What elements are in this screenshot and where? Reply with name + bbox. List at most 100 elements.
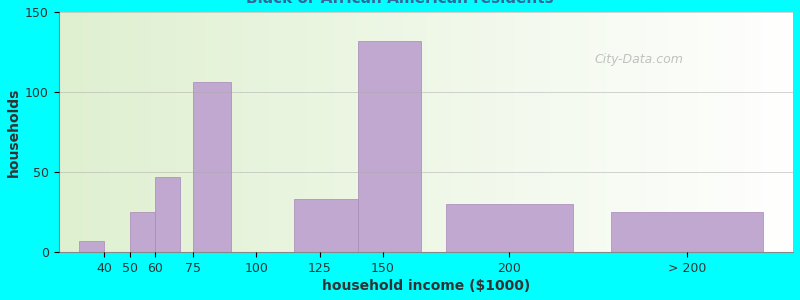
Bar xyxy=(342,12,345,252)
X-axis label: household income ($1000): household income ($1000) xyxy=(322,279,530,293)
Bar xyxy=(305,12,308,252)
Bar xyxy=(690,12,694,252)
Bar xyxy=(358,41,421,252)
Bar xyxy=(488,12,492,252)
Bar xyxy=(246,12,250,252)
Bar xyxy=(268,12,272,252)
Bar xyxy=(294,199,358,252)
Bar xyxy=(606,12,610,252)
Bar xyxy=(345,12,349,252)
Bar xyxy=(334,12,338,252)
Bar xyxy=(459,12,462,252)
Bar xyxy=(220,12,224,252)
Bar xyxy=(411,12,415,252)
Bar xyxy=(235,12,238,252)
Bar xyxy=(272,12,275,252)
Bar xyxy=(261,12,264,252)
Bar xyxy=(716,12,720,252)
Bar xyxy=(102,12,106,252)
Bar xyxy=(400,12,404,252)
Bar xyxy=(397,12,400,252)
Bar xyxy=(210,12,213,252)
Bar xyxy=(356,12,360,252)
Bar xyxy=(679,12,683,252)
Bar xyxy=(529,12,532,252)
Bar xyxy=(176,12,180,252)
Bar xyxy=(130,212,155,252)
Bar xyxy=(492,12,496,252)
Bar xyxy=(470,12,474,252)
Bar xyxy=(550,12,554,252)
Bar xyxy=(154,12,158,252)
Bar xyxy=(81,12,85,252)
Bar xyxy=(353,12,356,252)
Bar xyxy=(132,12,136,252)
Bar xyxy=(382,12,386,252)
Bar xyxy=(242,12,246,252)
Bar xyxy=(621,12,624,252)
Bar xyxy=(444,12,448,252)
Bar xyxy=(139,12,143,252)
Bar xyxy=(386,12,389,252)
Bar xyxy=(367,12,371,252)
Bar xyxy=(668,12,672,252)
Bar xyxy=(547,12,550,252)
Bar xyxy=(58,12,62,252)
Bar xyxy=(730,12,734,252)
Bar xyxy=(650,12,654,252)
Bar xyxy=(631,12,635,252)
Y-axis label: households: households xyxy=(7,87,21,177)
Bar xyxy=(702,12,705,252)
Bar xyxy=(374,12,378,252)
Bar xyxy=(767,12,771,252)
Bar xyxy=(118,12,121,252)
Bar xyxy=(79,241,104,252)
Bar xyxy=(275,12,279,252)
Bar xyxy=(782,12,786,252)
Bar xyxy=(294,12,298,252)
Bar xyxy=(594,12,598,252)
Bar xyxy=(264,12,268,252)
Bar xyxy=(437,12,441,252)
Bar xyxy=(114,12,118,252)
Bar xyxy=(617,12,621,252)
Bar xyxy=(723,12,727,252)
Bar xyxy=(466,12,470,252)
Bar xyxy=(85,12,88,252)
Bar xyxy=(569,12,573,252)
Bar xyxy=(228,12,231,252)
Bar xyxy=(404,12,407,252)
Bar xyxy=(155,177,180,252)
Bar xyxy=(92,12,95,252)
Bar xyxy=(231,12,235,252)
Bar xyxy=(532,12,536,252)
Bar xyxy=(173,12,176,252)
Bar xyxy=(610,12,613,252)
Bar xyxy=(257,12,261,252)
Bar xyxy=(238,12,242,252)
Bar xyxy=(66,12,70,252)
Bar xyxy=(790,12,793,252)
Bar xyxy=(683,12,686,252)
Bar xyxy=(499,12,503,252)
Bar xyxy=(642,12,646,252)
Bar xyxy=(610,212,762,252)
Bar xyxy=(503,12,506,252)
Bar xyxy=(129,12,132,252)
Bar xyxy=(510,12,514,252)
Bar xyxy=(162,12,165,252)
Bar xyxy=(371,12,374,252)
Bar xyxy=(349,12,353,252)
Bar xyxy=(378,12,382,252)
Bar xyxy=(760,12,764,252)
Bar xyxy=(485,12,488,252)
Bar xyxy=(712,12,716,252)
Bar xyxy=(628,12,631,252)
Bar xyxy=(734,12,738,252)
Bar xyxy=(514,12,518,252)
Bar xyxy=(573,12,577,252)
Bar xyxy=(709,12,712,252)
Bar xyxy=(326,12,330,252)
Bar xyxy=(213,12,217,252)
Bar xyxy=(110,12,114,252)
